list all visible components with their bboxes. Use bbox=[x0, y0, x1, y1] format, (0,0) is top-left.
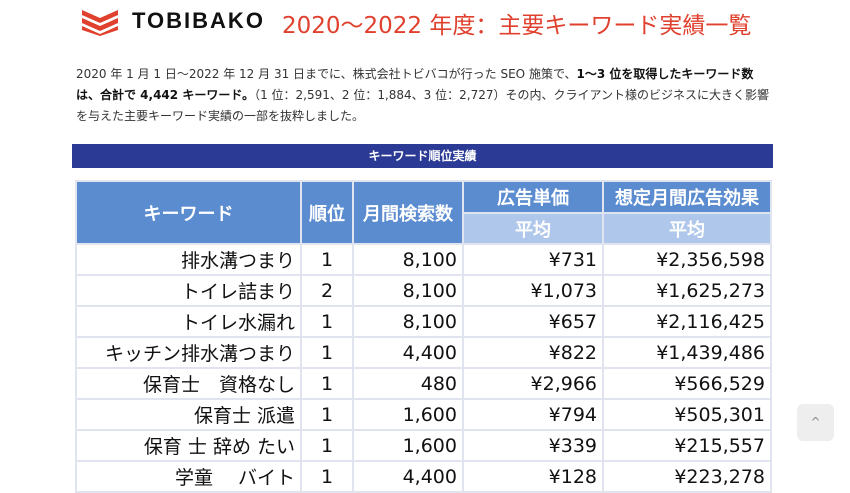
table-row: 保育士 派遣 1 1,600 ¥794 ¥505,301 bbox=[75, 398, 772, 431]
cell-rank: 1 bbox=[300, 460, 354, 493]
header-keyword: キーワード bbox=[75, 180, 302, 245]
cell-rank: 1 bbox=[300, 429, 354, 462]
cell-keyword: 学童 バイト bbox=[75, 460, 302, 493]
header-monthly: 月間検索数 bbox=[352, 180, 464, 245]
logo-text: TOBIBAKO bbox=[132, 8, 265, 33]
cell-effect: ¥2,356,598 bbox=[602, 243, 772, 276]
cell-keyword: 排水溝つまり bbox=[75, 243, 302, 276]
logo[interactable]: TOBIBAKO bbox=[80, 6, 265, 36]
cell-cpc: ¥794 bbox=[462, 398, 604, 431]
scroll-to-top-button[interactable]: ^ bbox=[797, 404, 834, 441]
cell-effect: ¥1,439,486 bbox=[602, 336, 772, 369]
cell-cpc: ¥1,073 bbox=[462, 274, 604, 307]
intro-part1: 2020 年 1 月 1 日〜2022 年 12 月 31 日までに、株式会社ト… bbox=[76, 67, 577, 81]
cell-cpc: ¥657 bbox=[462, 305, 604, 338]
cell-keyword: 保育士 資格なし bbox=[75, 367, 302, 400]
table-row: 保育 士 辞め たい 1 1,600 ¥339 ¥215,557 bbox=[75, 429, 772, 462]
header-rank: 順位 bbox=[300, 180, 354, 245]
cell-rank: 1 bbox=[300, 398, 354, 431]
cell-cpc: ¥128 bbox=[462, 460, 604, 493]
tobibako-logo-icon bbox=[82, 10, 118, 36]
cell-rank: 1 bbox=[300, 367, 354, 400]
cell-effect: ¥223,278 bbox=[602, 460, 772, 493]
cell-cpc: ¥2,966 bbox=[462, 367, 604, 400]
cell-cpc: ¥339 bbox=[462, 429, 604, 462]
table-row: 学童 バイト 1 4,400 ¥128 ¥223,278 bbox=[75, 460, 772, 493]
table-row: 保育士 資格なし 1 480 ¥2,966 ¥566,529 bbox=[75, 367, 772, 400]
cell-keyword: 保育 士 辞め たい bbox=[75, 429, 302, 462]
cell-keyword: キッチン排水溝つまり bbox=[75, 336, 302, 369]
cell-keyword: トイレ詰まり bbox=[75, 274, 302, 307]
cell-monthly: 480 bbox=[352, 367, 464, 400]
intro-part2: （1 位：2,591、2 位：1,884、3 位：2,727）その内、クライアン… bbox=[76, 88, 770, 123]
cell-monthly: 1,600 bbox=[352, 398, 464, 431]
header-cpc-avg: 平均 bbox=[462, 212, 604, 245]
cell-monthly: 1,600 bbox=[352, 429, 464, 462]
table-row: 排水溝つまり 1 8,100 ¥731 ¥2,356,598 bbox=[75, 243, 772, 276]
cell-keyword: トイレ水漏れ bbox=[75, 305, 302, 338]
cell-effect: ¥1,625,273 bbox=[602, 274, 772, 307]
chevron-up-icon: ^ bbox=[810, 415, 821, 429]
cell-cpc: ¥731 bbox=[462, 243, 604, 276]
table-row: トイレ詰まり 2 8,100 ¥1,073 ¥1,625,273 bbox=[75, 274, 772, 307]
table-banner: キーワード順位実績 bbox=[72, 144, 773, 168]
cell-monthly: 8,100 bbox=[352, 274, 464, 307]
header-effect-avg: 平均 bbox=[602, 212, 772, 245]
cell-rank: 1 bbox=[300, 243, 354, 276]
cell-cpc: ¥822 bbox=[462, 336, 604, 369]
header-cpc: 広告単価 bbox=[462, 180, 604, 214]
cell-rank: 1 bbox=[300, 305, 354, 338]
cell-monthly: 4,400 bbox=[352, 460, 464, 493]
cell-effect: ¥215,557 bbox=[602, 429, 772, 462]
cell-keyword: 保育士 派遣 bbox=[75, 398, 302, 431]
cell-effect: ¥505,301 bbox=[602, 398, 772, 431]
cell-rank: 2 bbox=[300, 274, 354, 307]
cell-effect: ¥566,529 bbox=[602, 367, 772, 400]
table-row: トイレ水漏れ 1 8,100 ¥657 ¥2,116,425 bbox=[75, 305, 772, 338]
cell-effect: ¥2,116,425 bbox=[602, 305, 772, 338]
cell-monthly: 8,100 bbox=[352, 243, 464, 276]
cell-monthly: 4,400 bbox=[352, 336, 464, 369]
cell-monthly: 8,100 bbox=[352, 305, 464, 338]
cell-rank: 1 bbox=[300, 336, 354, 369]
header-effect: 想定月間広告効果 bbox=[602, 180, 772, 214]
keyword-table: キーワード 順位 月間検索数 広告単価 想定月間広告効果 平均 平均 排水溝つま… bbox=[75, 180, 772, 493]
intro-text: 2020 年 1 月 1 日〜2022 年 12 月 31 日までに、株式会社ト… bbox=[76, 64, 776, 127]
page-title: 2020〜2022 年度：主要キーワード実績一覧 bbox=[282, 13, 752, 39]
intro-highlight: 1〜3 位を取得したキーワード数は、合計で 4,442 キーワード。 bbox=[76, 67, 754, 102]
table-row: キッチン排水溝つまり 1 4,400 ¥822 ¥1,439,486 bbox=[75, 336, 772, 369]
